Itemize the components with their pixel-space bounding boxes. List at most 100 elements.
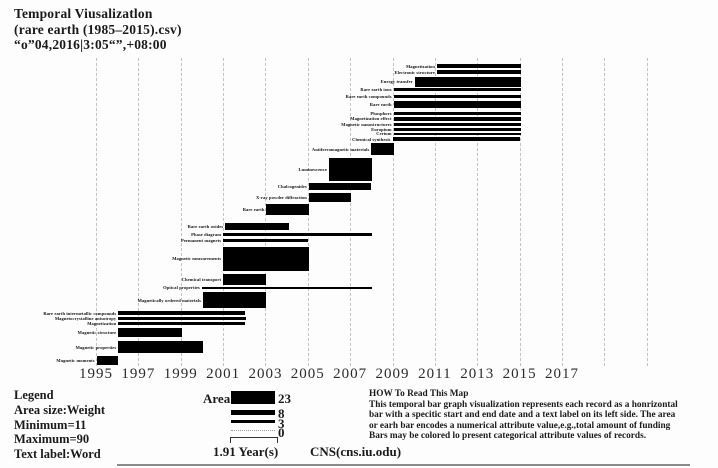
temporal-bar [392,137,520,141]
gridline-2007 [350,58,352,366]
temporal-bar [223,239,308,243]
temporal-bar [118,316,247,320]
temporal-bar [393,116,521,121]
year-tick-label: 2005 [290,366,325,382]
bar-label: Magnetic nanostructures [341,122,392,127]
bar-label: Rare earth [242,207,265,213]
temporal-bar [202,291,267,309]
temporal-bar [308,192,352,202]
gridline-2021 [646,58,648,366]
area-scale-bar-3 [231,420,275,423]
temporal-bar [393,128,521,131]
temporal-bar [223,274,267,285]
cns-credit: CNS(cns.iu.odu) [310,444,402,459]
legend-area-size: Area size:Weight [14,402,106,417]
temporal-bar [393,122,521,127]
generation-timestamp: “o”04,2016|3:05“”,+08:00 [14,37,167,52]
temporal-bar [436,64,521,69]
bar-label: Magnetization [87,321,117,326]
temporal-bar [223,233,373,236]
gridline-2001 [223,58,225,366]
legend-title: Legend [14,388,54,402]
duration-label: 1.91 Year(s) [213,444,279,459]
bar-label: Cerium [376,131,392,137]
temporal-bar [225,222,289,230]
bar-label: Magnetic structure [77,330,117,336]
area-scale-bar-0 [231,430,275,431]
bar-label: Magnetic properties [75,344,117,350]
temporal-bar [118,341,203,354]
bar-label: Magnetocrystalline anisotropy [54,315,117,321]
temporal-bar [223,246,309,271]
bar-label: Rare earth [369,102,392,107]
page-title: Temporal Viusalizatlon [14,6,153,21]
year-tick-label: 1999 [163,366,198,382]
bar-label: Chemical synthesis [352,136,391,142]
year-tick-label: 2007 [333,366,368,382]
temporal-bar [393,132,521,135]
bar-label: Electronic structure [394,69,435,75]
temporal-bar [118,311,246,315]
temporal-bar [118,328,182,338]
temporal-bar [393,111,521,115]
bar-label: Phase diagram [191,232,222,238]
gridline-2003 [265,58,267,366]
legend-maximum: Maximum=90 [14,432,90,447]
year-tick-label: 1995 [79,366,113,382]
bar-label: Chalcogenides [277,184,307,189]
gridline-2009 [392,58,394,366]
duration-bracket-icon [230,437,278,443]
temporal-bar [328,158,373,181]
temporal-bar [266,204,309,215]
how-to-read-line: or earh bar encodes a numerical attribut… [369,420,671,431]
temporal-bar [371,143,394,155]
bar-label: Rare earth compounds [345,94,392,100]
temporal-bar [393,88,521,91]
gridline-2011 [434,58,436,366]
temporal-bar [393,100,521,109]
how-to-read-line: bar with a specitic start and end date a… [369,410,676,421]
legend-text-label: Text label:Word [14,447,101,462]
bar-label: Luminescence [298,167,327,173]
gridline-1997 [138,58,140,366]
temporal-bar [96,355,118,365]
year-tick-label: 2011 [418,366,452,382]
temporal-bar [414,76,521,87]
year-tick-label: 2001 [206,366,241,382]
area-scale-bar-8 [231,410,275,415]
how-to-read-line: Bars may be colored lo present categoric… [369,431,647,442]
temporal-bar-chart: 1995 1997 1999 2001 2003 2005 2007 2009 2011 2013… [43,58,648,382]
gridline-1999 [180,58,182,366]
bar-label: Phosphors [370,110,392,116]
area-scale-value: 8 [278,406,285,421]
how-to-read-title: HOW To Read This Map [369,389,469,399]
how-to-read-block: HOW To Read This Map This temporal bar g… [369,389,715,442]
temporal-bar [393,95,521,99]
bar-label: Rare earth oxides [187,223,224,229]
gridline-2019 [604,58,606,366]
area-scale-bar-23 [231,391,275,404]
bar-label: Rare earth intermetallic compounds [43,310,117,316]
bar-label: Europium [371,127,392,133]
year-tick-label: 1997 [121,366,156,382]
dataset-name: (rare earth (1985–2015).csv) [14,21,182,37]
bar-label: Antiferromagnetic materials [311,146,370,152]
bar-label: Magnetic measurements [172,256,222,262]
year-tick-label: 2017 [544,366,579,382]
bar-label: Energy transfer [380,79,413,85]
year-tick-label: 2009 [375,366,410,382]
gridline-2013 [477,58,479,366]
legend-block: Legend Area size:Weight Minimum=11 Maxim… [14,388,105,462]
bottom-rule [117,464,690,466]
temporal-bar [308,183,372,190]
temporal-bar [118,322,246,325]
temporal-bar [201,286,373,289]
bar-label: Magnetization [405,63,435,69]
area-scale-value: 0 [278,424,285,440]
gridline-1995 [96,58,97,366]
gridline-2017 [561,58,563,366]
bar-label: Magnetically ordered materials [137,297,201,303]
area-scale-value: 3 [278,415,285,431]
legend-minimum: Minimum=11 [14,417,87,432]
